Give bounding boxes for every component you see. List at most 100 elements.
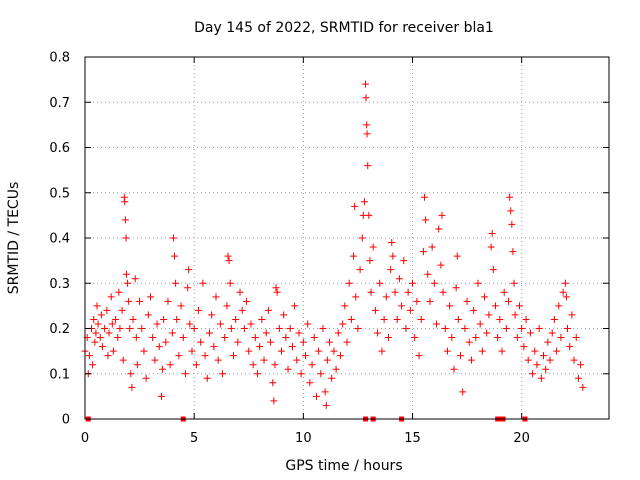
x-axis-label: GPS time / hours	[285, 458, 402, 474]
data-point	[302, 352, 310, 360]
data-point	[467, 356, 475, 364]
data-point	[185, 266, 193, 274]
data-point	[487, 243, 495, 251]
data-point	[225, 257, 233, 265]
data-point	[291, 302, 299, 310]
y-axis-label: SRMTID / TECUs	[6, 182, 22, 295]
data-point	[132, 334, 140, 342]
data-point	[362, 94, 370, 102]
data-point	[542, 365, 550, 373]
data-point	[345, 279, 353, 287]
data-point	[441, 325, 449, 332]
data-point	[478, 347, 486, 355]
data-point	[260, 356, 268, 364]
data-point	[212, 293, 220, 301]
data-point	[256, 343, 264, 351]
data-point	[179, 334, 187, 342]
data-point	[395, 275, 403, 283]
data-point	[555, 302, 563, 310]
data-point	[205, 329, 213, 337]
data-point	[122, 234, 130, 242]
data-point	[459, 388, 467, 396]
data-point	[457, 352, 465, 360]
data-point	[577, 361, 585, 369]
data-point	[321, 388, 329, 396]
data-point	[391, 288, 399, 296]
data-point	[461, 325, 469, 332]
data-point	[201, 352, 209, 360]
data-point	[505, 297, 513, 305]
data-point	[426, 297, 434, 305]
data-point	[358, 234, 366, 242]
data-point	[483, 329, 491, 337]
data-point	[387, 266, 395, 274]
data-point	[489, 266, 497, 274]
data-point	[365, 211, 373, 219]
data-point	[216, 320, 224, 328]
data-point	[177, 302, 185, 310]
data-point	[91, 338, 99, 346]
data-point	[393, 315, 401, 323]
y-tick-label: 0.1	[49, 367, 70, 382]
data-point	[374, 329, 382, 337]
data-point	[422, 216, 430, 224]
data-point	[470, 306, 478, 314]
data-point	[572, 334, 580, 342]
data-point	[164, 297, 172, 305]
plot-frame	[84, 56, 610, 420]
data-point	[415, 352, 423, 360]
data-point	[518, 325, 526, 332]
data-point	[574, 374, 582, 382]
data-point	[561, 279, 569, 287]
data-point	[90, 315, 98, 323]
data-point	[121, 216, 129, 224]
data-point	[223, 302, 231, 310]
data-point	[199, 279, 207, 287]
data-point	[172, 279, 180, 287]
data-point	[175, 352, 183, 360]
data-point	[513, 334, 521, 342]
data-point	[336, 352, 344, 360]
data-point	[226, 279, 234, 287]
data-point	[190, 325, 198, 332]
data-point	[181, 370, 189, 378]
data-point	[203, 374, 211, 382]
data-point	[339, 320, 347, 328]
data-point	[557, 334, 565, 342]
data-point	[402, 325, 410, 332]
data-point	[508, 220, 516, 228]
data-point	[299, 338, 307, 346]
data-point	[288, 343, 296, 351]
data-point	[322, 401, 330, 409]
data-point	[232, 315, 240, 323]
data-point	[428, 243, 436, 251]
x-tick-label: 0	[81, 431, 89, 446]
data-point	[544, 338, 552, 346]
data-point	[127, 370, 135, 378]
data-point	[319, 325, 327, 332]
data-point	[435, 225, 443, 233]
data-point	[481, 293, 489, 301]
data-point	[284, 365, 292, 373]
data-point	[380, 315, 388, 323]
data-point	[506, 193, 514, 201]
data-point	[510, 279, 518, 287]
data-point	[112, 315, 120, 323]
data-point	[351, 202, 359, 210]
y-tick-label: 0.5	[49, 186, 70, 201]
data-point	[107, 293, 115, 301]
data-point	[424, 270, 432, 278]
data-point	[341, 302, 349, 310]
data-point	[114, 334, 122, 342]
data-point	[389, 252, 397, 260]
data-point	[496, 315, 504, 323]
data-point	[89, 361, 97, 369]
data-point	[269, 379, 277, 387]
data-point	[448, 334, 456, 342]
data-point	[507, 207, 515, 215]
x-tick-label: 5	[190, 431, 198, 446]
data-point	[280, 311, 288, 319]
data-point	[406, 306, 414, 314]
data-point	[398, 302, 406, 310]
data-point	[553, 347, 561, 355]
